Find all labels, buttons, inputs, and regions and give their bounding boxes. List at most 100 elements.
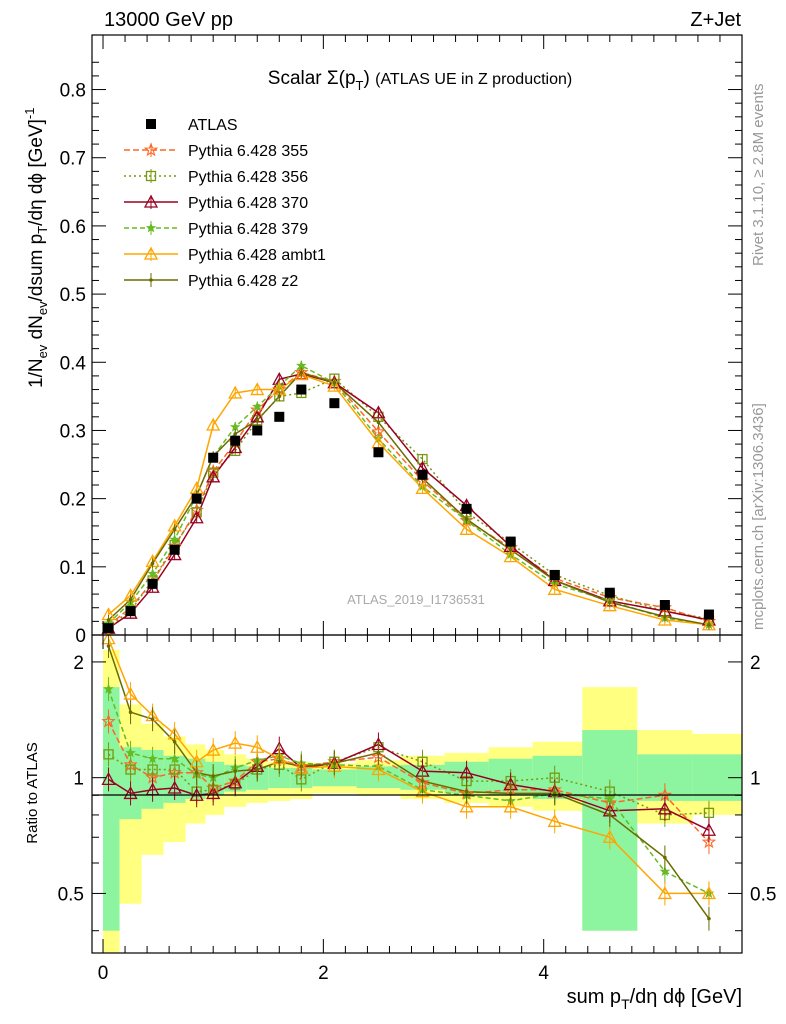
ratio-marker-p370-1 — [123, 786, 138, 800]
main-marker-p379-7 — [252, 400, 263, 412]
ratio-ytick-label-left-0.5: 0.5 — [58, 884, 84, 905]
legend-label-data: ATLAS — [188, 117, 238, 134]
main-marker-z2-6 — [233, 432, 238, 436]
legend-marker-z2 — [149, 278, 153, 282]
ratio-band-inner-0 — [103, 687, 120, 931]
ratio-marker-p379-17 — [659, 866, 671, 877]
chart-title: Scalar Σ(pT) (ATLAS UE in Z production) — [268, 68, 572, 93]
main-ytick-label-0: 0 — [75, 626, 86, 647]
watermark: ATLAS_2019_I1736531 — [347, 592, 485, 607]
main-marker-z2-9 — [299, 370, 304, 375]
main-marker-p379-2 — [147, 568, 158, 579]
main-marker-z2-14 — [508, 547, 513, 552]
ratio-y-axis-title: Ratio to ATLAS — [24, 742, 41, 843]
ratio-marker-z2-15 — [552, 791, 557, 796]
ratio-marker-p356-0 — [103, 749, 114, 760]
ratio-marker-ambt1-13 — [459, 799, 474, 813]
ratio-ytick-label-right-2: 2 — [750, 653, 761, 674]
ratio-marker-p379-16 — [604, 793, 616, 804]
ratio-marker-p355-18 — [701, 834, 717, 849]
legend-marker-p355 — [143, 142, 159, 157]
ratio-marker-ambt1-6 — [228, 735, 243, 749]
ratio-marker-z2-14 — [508, 791, 513, 796]
ratio-marker-z2-18 — [707, 916, 711, 921]
atlas-point-11 — [373, 447, 384, 458]
atlas-data-points — [103, 384, 714, 634]
atlas-point-2 — [147, 578, 158, 589]
ratio-marker-z2-8 — [277, 759, 282, 764]
xtick-label-4: 4 — [538, 963, 549, 984]
main-marker-z2-13 — [464, 517, 469, 521]
ratio-marker-p370-3 — [167, 780, 182, 794]
title-atlas-ue: (ATLAS UE in Z production) — [375, 71, 572, 88]
ratio-marker-ambt1-5 — [206, 742, 221, 756]
ratio-ytick-label-right-1: 1 — [750, 769, 761, 790]
ratio-ytick-label-left-2: 2 — [73, 653, 84, 674]
rivet-label: Rivet 3.1.10, ≥ 2.8M events — [750, 84, 767, 267]
atlas-point-3 — [169, 544, 180, 555]
ratio-series-markers — [101, 631, 717, 931]
axis-ticks: 0 0.1 0.2 0.3 0.4 0.5 0.6 0.7 0.8 0 2 4 0.5 0.5 1 1 2 2 — [58, 35, 776, 984]
ratio-marker-z2-17 — [663, 855, 667, 860]
atlas-point-0 — [103, 623, 114, 634]
ylabel-sub-t: T — [35, 226, 50, 234]
ratio-marker-z2-4 — [194, 770, 199, 775]
ratio-marker-p370-5 — [206, 786, 221, 800]
main-marker-z2-7 — [255, 418, 260, 423]
ratio-marker-p370-13 — [459, 765, 474, 779]
main-marker-z2-18 — [707, 622, 711, 627]
ratio-marker-ambt1-12 — [415, 784, 430, 798]
main-marker-ambt1-9 — [294, 367, 309, 381]
ratio-marker-p370-0 — [101, 772, 116, 786]
atlas-point-1 — [125, 606, 136, 617]
ratio-marker-z2-0 — [106, 644, 111, 648]
ratio-marker-z2-10 — [332, 761, 337, 766]
main-marker-p370-6 — [228, 440, 243, 454]
main-marker-p370-5 — [206, 469, 221, 483]
main-marker-ambt1-10 — [327, 378, 342, 392]
main-marker-ambt1-15 — [547, 581, 562, 595]
legend-label-p370: Pythia 6.428 370 — [188, 195, 308, 212]
ratio-marker-z2-2 — [150, 717, 155, 721]
legend-label-z2: Pythia 6.428 z2 — [188, 273, 298, 290]
main-marker-z2-3 — [172, 527, 177, 532]
main-marker-z2-11 — [376, 420, 381, 425]
ratio-marker-p379-3 — [169, 753, 180, 764]
main-marker-z2-16 — [607, 600, 612, 605]
ratio-marker-p370-6 — [228, 775, 243, 789]
atlas-point-6 — [230, 435, 241, 446]
ylabel-part-4: /dη dϕ [GeV] — [26, 119, 47, 226]
legend: ATLAS Pythia 6.428 355 Pythia 6.428 356 Pyt… — [124, 117, 326, 290]
ratio-marker-p370-17 — [657, 801, 672, 815]
ratio-marker-ambt1-16 — [602, 829, 617, 843]
main-ytick-label-0.1: 0.1 — [60, 558, 86, 579]
ratio-marker-ambt1-15 — [547, 813, 562, 827]
atlas-point-4 — [191, 493, 202, 504]
atlas-point-10 — [329, 398, 340, 409]
ratio-marker-ambt1-1 — [123, 686, 138, 700]
atlas-point-9 — [296, 384, 307, 395]
main-marker-ambt1-5 — [206, 417, 221, 431]
mcplots-label: mcplots.cern.ch [arXiv:1306.3436] — [750, 403, 767, 630]
ratio-marker-z2-11 — [376, 751, 381, 755]
ratio-marker-z2-13 — [464, 789, 469, 794]
atlas-point-17 — [659, 600, 670, 610]
main-marker-ambt1-16 — [602, 598, 617, 612]
ratio-marker-ambt1-17 — [657, 886, 672, 900]
legend-label-p379: Pythia 6.428 379 — [188, 221, 308, 238]
ratio-marker-ambt1-18 — [701, 886, 717, 900]
main-marker-z2-8 — [277, 394, 282, 399]
atlas-point-12 — [417, 469, 428, 480]
legend-label-p355: Pythia 6.428 355 — [188, 143, 308, 160]
legend-marker-p370 — [143, 194, 159, 208]
xlabel-part-1: sum p — [567, 986, 621, 1008]
ylabel-sub-ev-1: ev — [35, 344, 50, 358]
main-ytick-label-0.2: 0.2 — [60, 490, 86, 511]
ratio-marker-p370-18 — [701, 822, 717, 836]
main-ytick-label-0.3: 0.3 — [60, 421, 86, 442]
ratio-marker-z2-1 — [128, 710, 133, 715]
title-sigma: Σ(p — [327, 68, 356, 89]
ratio-marker-p356-18 — [703, 807, 715, 819]
header-left: 13000 GeV pp — [104, 9, 233, 31]
